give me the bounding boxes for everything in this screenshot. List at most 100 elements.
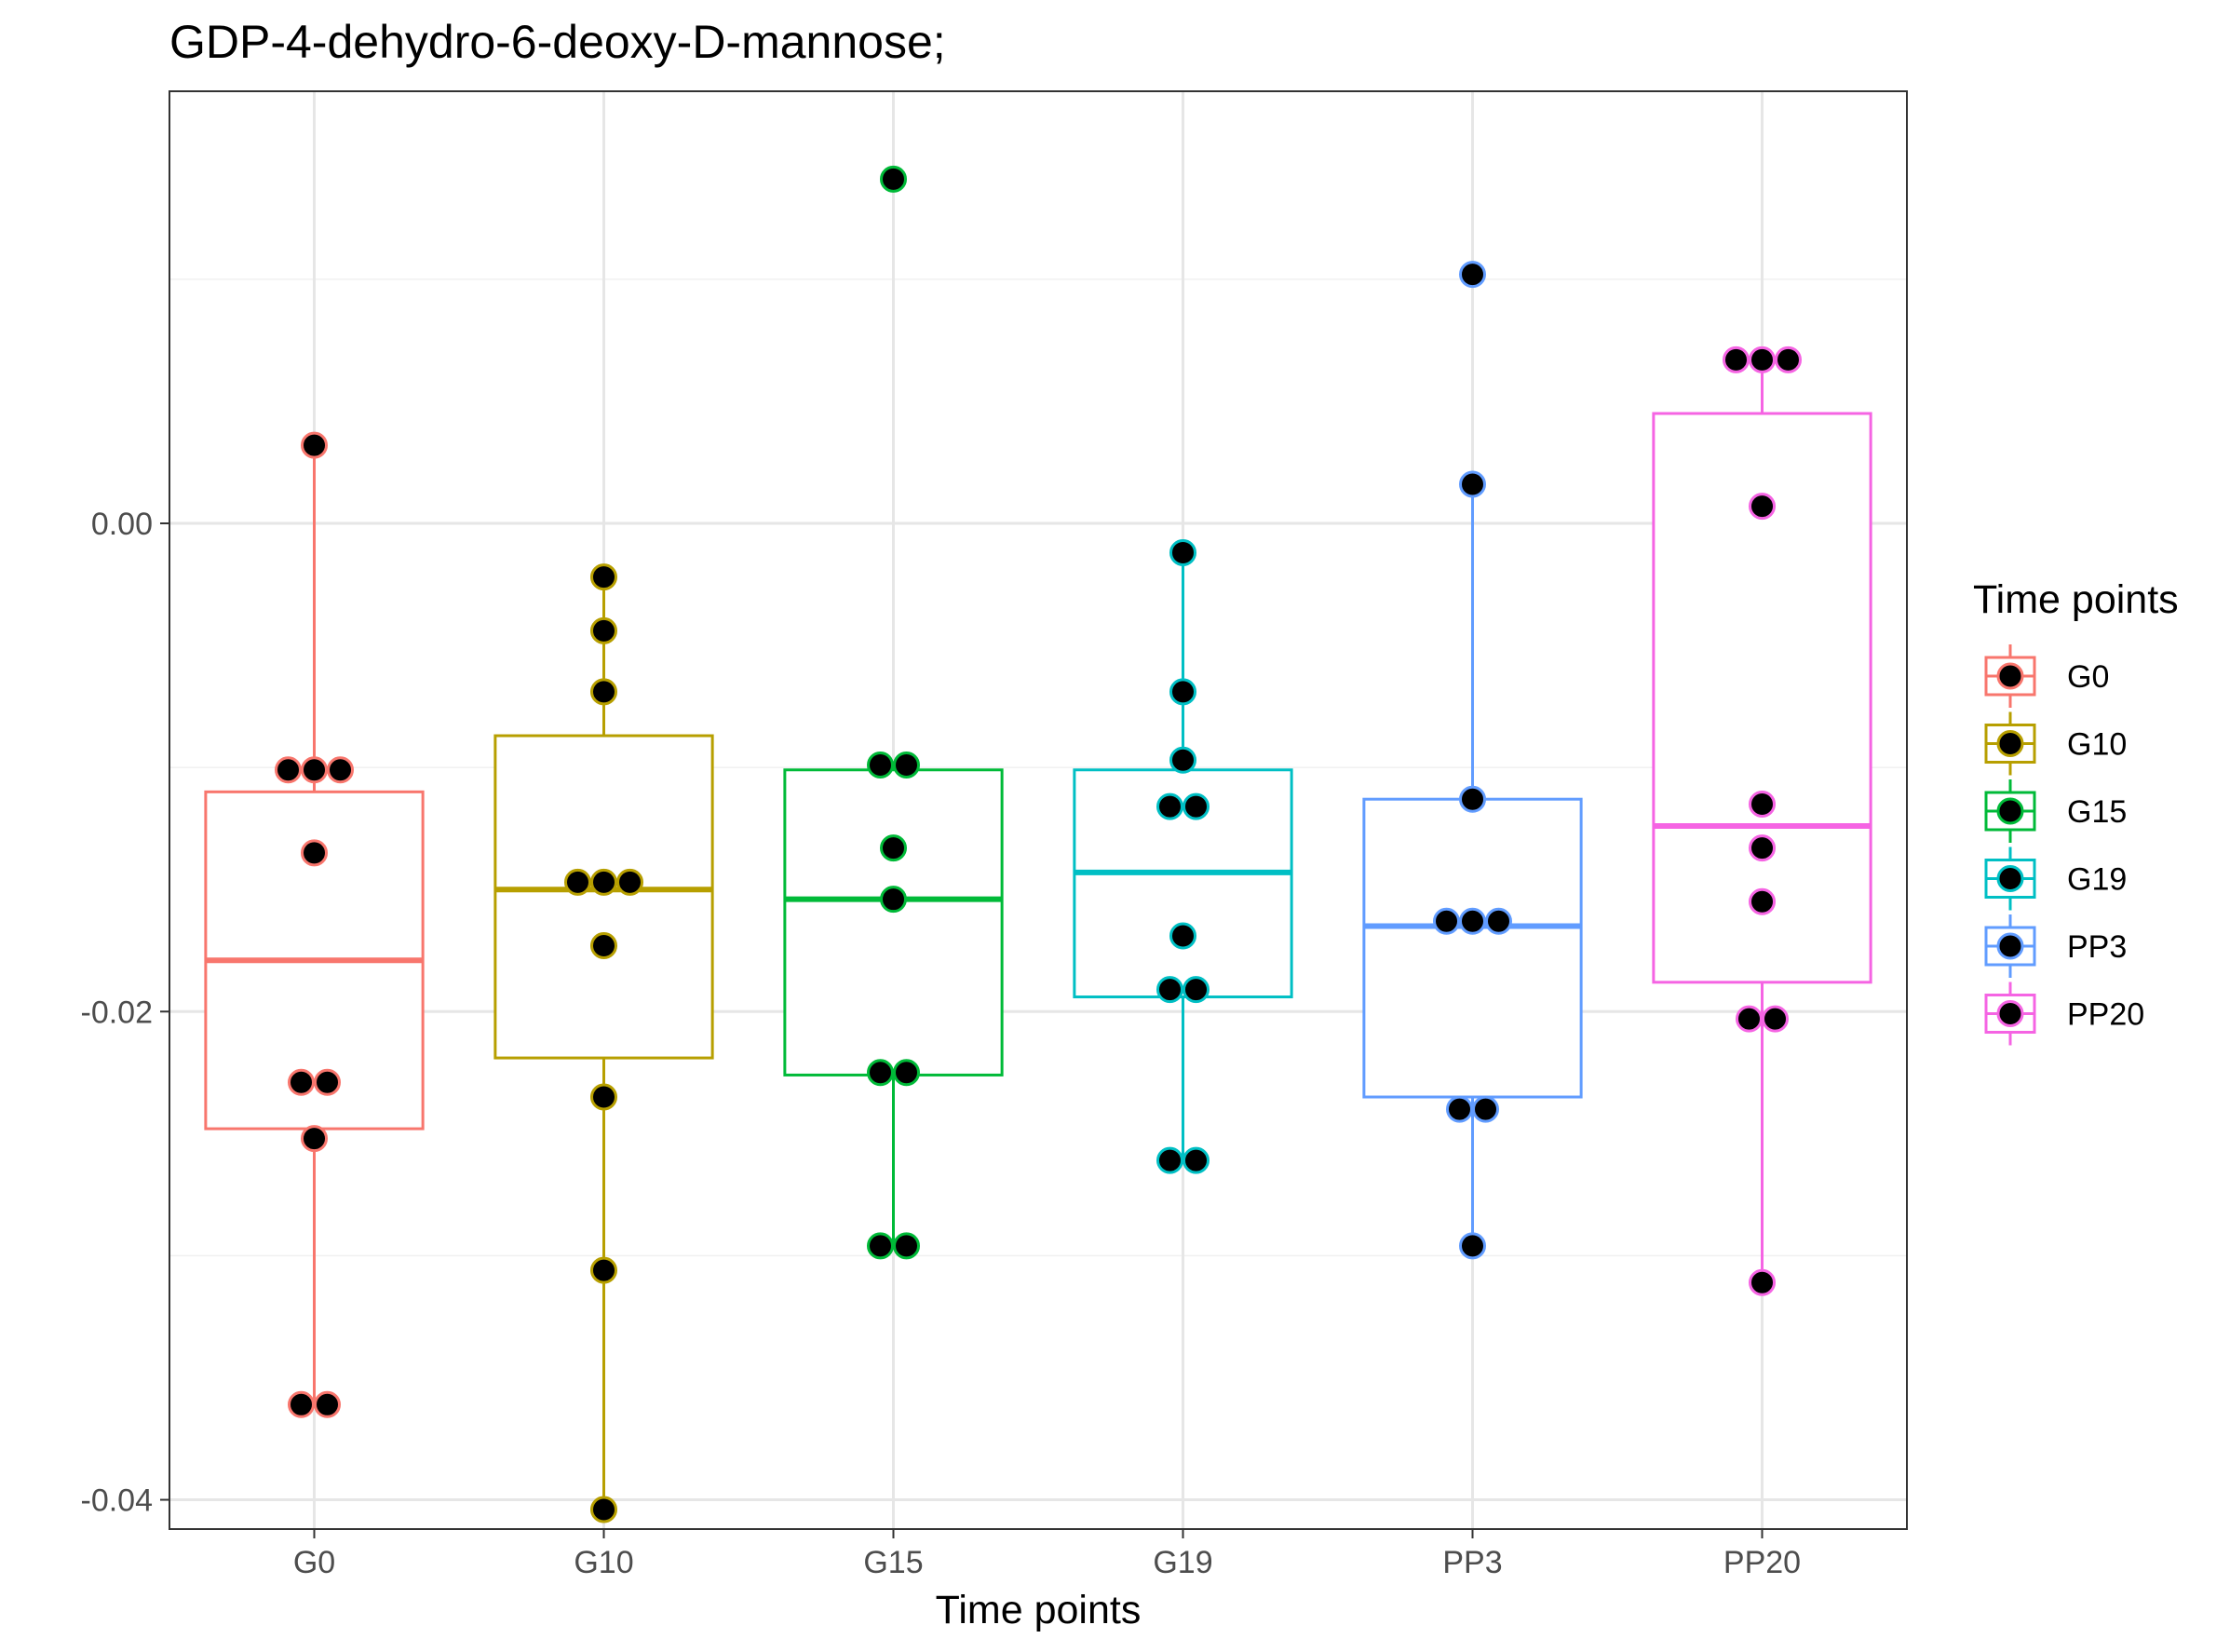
legend: Time points G0 G10 G15 G19 PP3 PP20 xyxy=(1973,577,2179,1046)
data-point xyxy=(1749,1268,1776,1296)
data-point xyxy=(1485,907,1512,935)
box-iqr xyxy=(493,734,714,1060)
data-point xyxy=(1459,907,1486,935)
legend-label: PP3 xyxy=(2067,929,2127,965)
data-point xyxy=(1183,976,1210,1004)
data-point xyxy=(1749,345,1776,373)
data-point xyxy=(288,1390,315,1418)
data-point xyxy=(590,563,617,591)
plot-panel xyxy=(169,91,1907,1529)
data-point xyxy=(1169,678,1196,706)
legend-label: G10 xyxy=(2067,727,2127,763)
legend-item-pp20: PP20 xyxy=(1984,982,2144,1046)
legend-item-g15: G15 xyxy=(1984,779,2127,843)
data-point xyxy=(590,931,617,959)
data-point xyxy=(1775,345,1802,373)
boxplots xyxy=(204,361,1872,1510)
data-point xyxy=(590,678,617,706)
data-point xyxy=(1156,1146,1183,1174)
data-point xyxy=(327,756,354,784)
data-point xyxy=(1446,1095,1473,1123)
data-point xyxy=(880,886,907,914)
data-point xyxy=(1459,1232,1486,1260)
data-point xyxy=(301,756,328,784)
data-point xyxy=(314,1390,341,1418)
legend-key-point xyxy=(1996,932,2024,960)
y-tick-label: -0.02 xyxy=(81,995,154,1030)
box-iqr xyxy=(1362,797,1583,1099)
data-point xyxy=(590,1083,617,1111)
data-point xyxy=(1749,834,1776,862)
data-point xyxy=(1762,1005,1789,1033)
x-tick-label: PP20 xyxy=(1723,1545,1801,1580)
data-point xyxy=(1169,746,1196,774)
data-point xyxy=(867,1232,894,1260)
legend-key-point xyxy=(1996,865,2024,892)
data-point xyxy=(1433,907,1460,935)
y-tick-label: -0.04 xyxy=(81,1483,154,1519)
x-tick-label: G10 xyxy=(574,1545,633,1580)
x-tick-label: G15 xyxy=(863,1545,923,1580)
data-point xyxy=(1169,922,1196,950)
x-tick-label: G0 xyxy=(293,1545,335,1580)
legend-key-point xyxy=(1996,662,2024,690)
data-point xyxy=(1459,470,1486,498)
box-iqr xyxy=(783,768,1004,1077)
data-point xyxy=(616,868,643,896)
data-point xyxy=(564,868,591,896)
x-tick-label: G19 xyxy=(1153,1545,1212,1580)
data-point xyxy=(590,616,617,644)
data-point xyxy=(867,1059,894,1087)
legend-key-point xyxy=(1996,797,2024,825)
x-tick-label: PP3 xyxy=(1442,1545,1502,1580)
grid-lines xyxy=(169,91,1907,1529)
data-point xyxy=(1183,1146,1210,1174)
data-point xyxy=(288,1068,315,1096)
legend-label: PP20 xyxy=(2067,997,2144,1033)
x-axis-label: Time points xyxy=(936,1588,1142,1632)
boxplot-pp3 xyxy=(1362,484,1583,1246)
data-point xyxy=(1459,785,1486,813)
y-tick-label: 0.00 xyxy=(91,507,153,542)
data-point xyxy=(275,756,302,784)
data-point xyxy=(1156,792,1183,820)
legend-item-g19: G19 xyxy=(1984,846,2127,911)
plot-panel-border xyxy=(169,90,1908,1530)
data-point xyxy=(1183,792,1210,820)
data-point xyxy=(1459,261,1486,289)
data-point xyxy=(1169,538,1196,566)
legend-label: G0 xyxy=(2067,659,2109,695)
legend-label: G19 xyxy=(2067,862,2127,898)
data-point xyxy=(1749,790,1776,818)
data-point xyxy=(301,839,328,867)
data-point xyxy=(1472,1095,1499,1123)
boxplot-g0 xyxy=(204,445,425,1405)
legend-key-point xyxy=(1996,730,2024,757)
data-point xyxy=(893,752,920,779)
data-point xyxy=(880,165,907,193)
data-point xyxy=(590,1496,617,1523)
chart-title: GDP-4-dehydro-6-deoxy-D-mannose; xyxy=(169,16,946,68)
data-point xyxy=(301,431,328,459)
data-point xyxy=(301,1125,328,1153)
data-point xyxy=(590,1256,617,1284)
data-point xyxy=(314,1068,341,1096)
boxplot-g15 xyxy=(783,768,1004,1246)
data-point xyxy=(893,1059,920,1087)
legend-title: Time points xyxy=(1973,577,2179,622)
data-point xyxy=(1736,1005,1763,1033)
data-point xyxy=(893,1232,920,1260)
legend-item-g0: G0 xyxy=(1984,644,2109,708)
data-point xyxy=(1749,493,1776,521)
y-axis: 0.00 -0.02 -0.04 xyxy=(81,507,169,1519)
data-points xyxy=(275,165,1802,1523)
x-axis: G0 G10 G15 G19 PP3 PP20 xyxy=(293,1529,1801,1580)
data-point xyxy=(1723,345,1750,373)
data-point xyxy=(880,834,907,862)
legend-label: G15 xyxy=(2067,794,2127,830)
data-point xyxy=(867,752,894,779)
data-point xyxy=(1749,887,1776,915)
data-point xyxy=(590,868,617,896)
data-point xyxy=(1156,976,1183,1004)
